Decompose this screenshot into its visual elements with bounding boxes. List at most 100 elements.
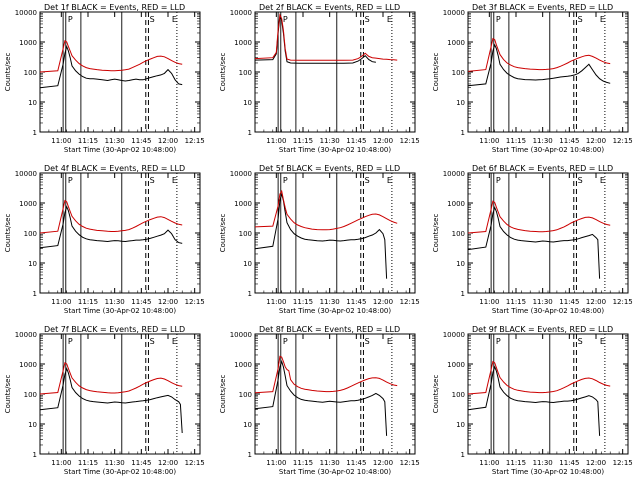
lld-series-line (254, 189, 398, 231)
detector-panel-2: Det 2f BLACK = Events, RED = LLD 1 10 100 10… (219, 3, 420, 154)
panel-title: Det 7f BLACK = Events, RED = LLD (44, 325, 185, 334)
x-tick-label: 11:00 (51, 298, 71, 306)
y-tick-label: 1 (248, 129, 252, 137)
panel-title: Det 1f BLACK = Events, RED = LLD (44, 3, 185, 12)
interval-marker-label: S (150, 15, 155, 24)
x-tick-label: 12:00 (158, 298, 178, 306)
interval-marker-label: P (283, 15, 288, 24)
detector-panel-6: Det 6f BLACK = Events, RED = LLD 1 10 100 10… (432, 164, 633, 315)
interval-marker-label: E (600, 176, 605, 185)
y-tick-label: 10000 (443, 331, 465, 339)
y-tick-label: 1 (33, 290, 37, 298)
y-tick-label: 10 (456, 260, 465, 268)
x-tick-label: 12:15 (185, 298, 205, 306)
x-tick-label: 11:45 (346, 459, 366, 467)
y-tick-label: 10000 (15, 331, 37, 339)
x-axis-label: Start Time (30-Apr-02 10:48:00) (279, 307, 391, 315)
x-tick-label: 12:15 (185, 459, 205, 467)
y-tick-label: 10000 (230, 9, 252, 17)
y-tick-label: 10000 (443, 170, 465, 178)
x-tick-label: 11:45 (131, 298, 151, 306)
lld-series-line (467, 360, 611, 395)
x-tick-label: 11:00 (479, 459, 499, 467)
y-tick-label: 100 (24, 69, 37, 77)
y-tick-label: 100 (239, 391, 252, 399)
detector-panel-1: Det 1f BLACK = Events, RED = LLD 1 10 100 10… (4, 3, 205, 154)
lld-series-line (39, 361, 183, 395)
y-axis-label: Counts/sec (432, 375, 440, 414)
events-series-line (254, 192, 388, 279)
x-tick-label: 11:00 (51, 137, 71, 145)
detector-panel-3: Det 3f BLACK = Events, RED = LLD 1 10 100 10… (432, 3, 633, 154)
interval-marker-label: P (68, 15, 73, 24)
x-tick-label: 11:15 (293, 298, 313, 306)
plot-frame (467, 333, 629, 455)
interval-marker-label: S (578, 176, 583, 185)
x-tick-label: 12:00 (586, 459, 606, 467)
x-tick-label: 11:45 (131, 137, 151, 145)
lld-series-line (254, 355, 398, 394)
interval-marker-label: S (365, 15, 370, 24)
y-axis-label: Counts/sec (219, 375, 227, 414)
y-axis-label: Counts/sec (219, 214, 227, 253)
y-tick-label: 1000 (19, 39, 37, 47)
events-series-line (467, 206, 601, 279)
interval-marker-label: E (172, 15, 177, 24)
y-axis-label: Counts/sec (219, 53, 227, 92)
y-tick-label: 1 (461, 451, 465, 459)
plot-frame (254, 333, 416, 455)
x-tick-label: 11:30 (105, 137, 125, 145)
panel-title: Det 3f BLACK = Events, RED = LLD (472, 3, 613, 12)
events-series-line (39, 205, 183, 249)
interval-marker-label: E (387, 15, 392, 24)
x-axis-label: Start Time (30-Apr-02 10:48:00) (492, 468, 604, 476)
y-tick-label: 100 (239, 230, 252, 238)
detector-panel-5: Det 5f BLACK = Events, RED = LLD 1 10 100 10… (219, 164, 420, 315)
x-tick-label: 11:45 (559, 137, 579, 145)
x-tick-label: 11:00 (266, 298, 286, 306)
x-tick-label: 11:00 (479, 298, 499, 306)
y-tick-label: 1 (33, 451, 37, 459)
panel-title: Det 4f BLACK = Events, RED = LLD (44, 164, 185, 173)
y-axis-label: Counts/sec (4, 375, 12, 414)
plot-frame (39, 11, 201, 133)
y-tick-label: 100 (452, 230, 465, 238)
y-tick-label: 10 (243, 99, 252, 107)
y-tick-label: 1000 (447, 361, 465, 369)
y-tick-label: 10000 (230, 170, 252, 178)
y-axis-label: Counts/sec (4, 214, 12, 253)
y-tick-label: 1 (461, 290, 465, 298)
lld-series-line (467, 200, 611, 234)
y-tick-label: 1000 (447, 200, 465, 208)
detector-panel-9: Det 9f BLACK = Events, RED = LLD 1 10 100 10… (432, 325, 633, 476)
x-tick-label: 12:15 (613, 298, 633, 306)
y-tick-label: 100 (24, 391, 37, 399)
x-axis-label: Start Time (30-Apr-02 10:48:00) (492, 146, 604, 154)
plot-frame (39, 172, 201, 294)
x-tick-label: 11:30 (320, 459, 340, 467)
y-tick-label: 1 (461, 129, 465, 137)
events-series-line (39, 367, 183, 434)
x-axis-label: Start Time (30-Apr-02 10:48:00) (64, 468, 176, 476)
x-tick-label: 11:00 (266, 137, 286, 145)
interval-marker-label: E (172, 176, 177, 185)
y-tick-label: 1 (248, 290, 252, 298)
interval-marker-label: E (387, 337, 392, 346)
y-tick-label: 100 (452, 391, 465, 399)
interval-marker-label: S (365, 176, 370, 185)
y-tick-label: 10 (28, 260, 37, 268)
interval-marker-label: P (496, 15, 501, 24)
events-series-line (467, 365, 601, 436)
y-tick-label: 10000 (230, 331, 252, 339)
panel-title: Det 9f BLACK = Events, RED = LLD (472, 325, 613, 334)
x-axis-label: Start Time (30-Apr-02 10:48:00) (279, 146, 391, 154)
interval-marker-label: E (600, 337, 605, 346)
panel-title: Det 2f BLACK = Events, RED = LLD (259, 3, 400, 12)
y-tick-label: 100 (24, 230, 37, 238)
interval-marker-label: E (387, 176, 392, 185)
lld-series-line (467, 37, 611, 72)
y-tick-label: 1 (248, 451, 252, 459)
interval-marker-label: P (496, 337, 501, 346)
x-tick-label: 12:00 (586, 298, 606, 306)
x-tick-label: 12:15 (185, 137, 205, 145)
